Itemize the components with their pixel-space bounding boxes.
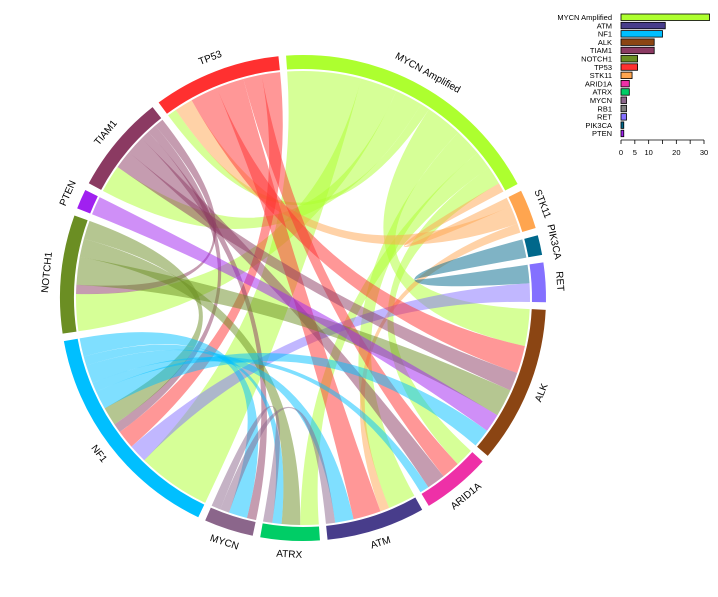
chord-stk11-atm <box>359 223 521 512</box>
sector-arid1a <box>421 452 483 506</box>
bar-label: RET <box>597 113 612 122</box>
x-tick-label: 5 <box>633 148 637 157</box>
x-tick-label: 30 <box>700 148 708 157</box>
bar-alk <box>620 38 655 46</box>
bar-label: TP53 <box>594 63 612 72</box>
chord-tp53-alk <box>191 87 525 374</box>
chord-notch1-alk <box>76 256 511 416</box>
bar-notch1 <box>620 55 639 63</box>
bar-atrx <box>620 88 630 96</box>
chord-mycn-amplified-atm <box>358 132 478 509</box>
sector-label-atrx: ATRX <box>276 549 303 561</box>
chord-mycn-amplified-nf1 <box>144 71 362 503</box>
chord-mycn-atm <box>220 406 336 524</box>
chord-stk11-mycn-amplified <box>403 183 511 248</box>
chord-nf1-mycn <box>79 332 259 518</box>
chord-mycn-amplified-notch1 <box>76 78 397 332</box>
sector-tp53 <box>158 56 280 114</box>
x-tick-label: 0 <box>619 148 623 157</box>
bar-tiam1 <box>620 46 655 55</box>
chord-pik3ca-ret <box>414 239 530 287</box>
sector-mycn-amplified <box>286 54 518 191</box>
bar-label: MYCN Amplified <box>557 13 612 22</box>
sector-nf1 <box>63 338 205 518</box>
sector-stk11 <box>508 190 536 232</box>
bar-label: NOTCH1 <box>581 55 612 64</box>
chord-tp53-atm <box>216 78 381 520</box>
chord-mycn-amplified-tp53 <box>168 104 430 206</box>
bar-label: PIK3CA <box>585 121 612 130</box>
bar-label: MYCN <box>590 96 612 105</box>
chord-ribbons <box>76 71 530 525</box>
bar-mycn <box>620 96 627 104</box>
sector-mycn <box>205 507 256 536</box>
sector-notch1 <box>60 215 88 334</box>
bar-label: RB1 <box>597 104 612 113</box>
bar-atm <box>620 21 666 30</box>
sector-label-ret: RET <box>553 271 565 292</box>
chord-mycn-amplified-atrx <box>300 152 489 525</box>
sector-alk <box>477 309 546 456</box>
bar-ret <box>620 113 627 121</box>
sector-label-notch1: NOTCH1 <box>40 251 55 293</box>
bar-label: ALK <box>598 38 612 47</box>
bar-arid1a <box>620 80 630 88</box>
chord-mycn-amplified-alk <box>383 109 530 347</box>
bar-label: STK11 <box>590 71 612 80</box>
chord-tiam1-arid1a <box>129 138 444 488</box>
sector-tiam1 <box>88 107 162 190</box>
bar-mycn-amplified <box>620 13 710 21</box>
bar-label: ARID1A <box>585 79 612 88</box>
bar-pten <box>620 129 625 138</box>
x-tick-label: 10 <box>644 148 652 157</box>
bar-stk11 <box>620 71 633 79</box>
bar-nf1 <box>620 30 663 38</box>
sector-pten <box>77 190 98 214</box>
chord-ret-nf1 <box>131 283 530 461</box>
bar-rb1 <box>620 104 627 113</box>
sector-atrx <box>260 523 320 541</box>
chord-notch1-atrx <box>79 238 301 525</box>
bar-label: TIAM1 <box>590 46 612 55</box>
chord-mycn-atrx <box>211 406 280 523</box>
bar-label: ATM <box>597 21 612 30</box>
chord-mycn-amplified-tiam1 <box>102 91 422 229</box>
chord-nf1-atm <box>86 349 354 523</box>
sector-atm <box>326 497 423 540</box>
chord-tp53-arid1a <box>243 74 458 477</box>
bar-tp53 <box>620 63 639 71</box>
bar-label: NF1 <box>598 30 612 39</box>
sector-ret <box>529 262 546 303</box>
chord-pten-alk <box>92 197 498 431</box>
bar-pik3ca <box>620 121 625 129</box>
sector-pik3ca <box>524 235 543 258</box>
chord-tp53-nf1 <box>119 72 283 447</box>
x-tick-label: 20 <box>672 148 680 157</box>
bar-label: PTEN <box>592 129 612 138</box>
bar-label: ATRX <box>593 88 612 97</box>
